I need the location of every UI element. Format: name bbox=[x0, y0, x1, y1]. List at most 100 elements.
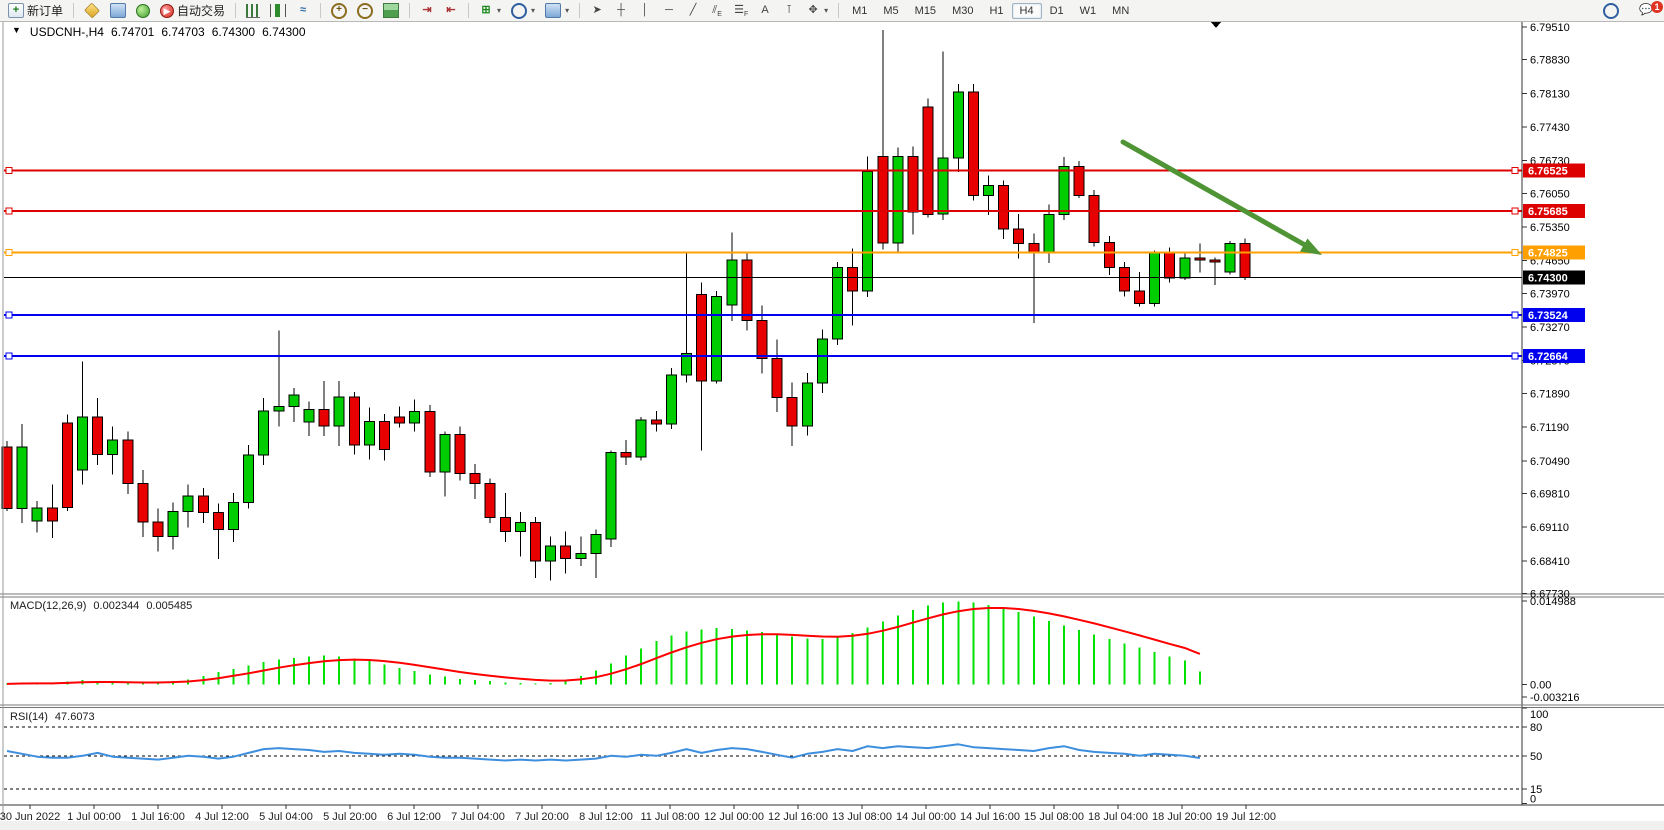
timeframe-M30[interactable]: M30 bbox=[952, 4, 974, 17]
text-button[interactable]: A bbox=[753, 2, 777, 19]
svg-text:6.78830: 6.78830 bbox=[1530, 55, 1570, 67]
timeframe-MN[interactable]: MN bbox=[1112, 4, 1130, 17]
fibonacci-icon: ☰F bbox=[734, 4, 749, 19]
fibonacci-button[interactable]: ☰F bbox=[729, 2, 753, 19]
bar-chart-button[interactable] bbox=[241, 2, 265, 20]
new-order-label: 新订单 bbox=[27, 4, 64, 18]
chart-shift-button[interactable]: ⇤ bbox=[439, 2, 463, 19]
trendline-icon: ╱ bbox=[689, 4, 697, 16]
candle-chart-button[interactable] bbox=[265, 2, 291, 19]
zoom-in-button[interactable]: + bbox=[326, 1, 352, 21]
svg-text:6.74825: 6.74825 bbox=[1528, 247, 1568, 259]
svg-text:6.79510: 6.79510 bbox=[1530, 22, 1570, 34]
svg-text:8 Jul 12:00: 8 Jul 12:00 bbox=[579, 811, 633, 823]
quote-open: 6.74701 bbox=[110, 25, 155, 39]
zoom-out-button[interactable]: − bbox=[352, 1, 378, 21]
toolbar-separator bbox=[320, 3, 322, 18]
vertical-line-icon: │ bbox=[641, 4, 649, 16]
timeframe-W1[interactable]: W1 bbox=[1079, 4, 1097, 17]
quote-low: 6.74300 bbox=[211, 25, 256, 39]
rsi-name: RSI(14) bbox=[10, 711, 48, 723]
search-icon bbox=[1603, 2, 1619, 19]
text-label-button[interactable]: ⊺ bbox=[777, 2, 801, 19]
svg-text:12 Jul 16:00: 12 Jul 16:00 bbox=[768, 811, 828, 823]
svg-text:18 Jul 20:00: 18 Jul 20:00 bbox=[1152, 811, 1212, 823]
auto-scroll-button[interactable]: ⇥ bbox=[415, 2, 439, 19]
svg-text:4 Jul 12:00: 4 Jul 12:00 bbox=[195, 811, 249, 823]
clock-icon bbox=[511, 2, 528, 19]
bar-chart-icon bbox=[246, 3, 261, 18]
svg-text:6.74300: 6.74300 bbox=[1528, 273, 1568, 285]
trendline-button[interactable]: ╱ bbox=[681, 2, 705, 19]
indicators-button[interactable]: ⊞ ▾ bbox=[474, 2, 506, 19]
svg-text:14 Jul 00:00: 14 Jul 00:00 bbox=[896, 811, 956, 823]
timeframe-M1[interactable]: M1 bbox=[852, 4, 868, 17]
templates-button[interactable]: ▾ bbox=[540, 1, 574, 20]
signals-icon bbox=[136, 3, 151, 18]
timeframe-H1[interactable]: H1 bbox=[989, 4, 1004, 17]
dropdown-arrow-icon: ▾ bbox=[531, 6, 536, 15]
new-order-button[interactable]: + 新订单 bbox=[3, 0, 68, 21]
chevron-down-icon: ▼ bbox=[12, 25, 21, 35]
svg-text:6.76525: 6.76525 bbox=[1528, 166, 1568, 178]
svg-text:12 Jul 00:00: 12 Jul 00:00 bbox=[704, 811, 764, 823]
symbol-period-label: USDCNH-,H4 bbox=[29, 25, 104, 39]
new-order-icon: + bbox=[8, 3, 24, 18]
timeframe-D1[interactable]: D1 bbox=[1049, 4, 1064, 17]
svg-text:6.69110: 6.69110 bbox=[1530, 522, 1569, 534]
hline-button[interactable]: ─ bbox=[657, 2, 681, 19]
svg-text:0.00: 0.00 bbox=[1530, 680, 1551, 692]
svg-text:80: 80 bbox=[1530, 722, 1542, 734]
template-icon bbox=[545, 3, 562, 18]
gem-icon bbox=[84, 2, 100, 19]
crosshair-button[interactable]: ┼ bbox=[609, 2, 633, 19]
chart-window-button[interactable] bbox=[105, 1, 131, 20]
zoom-out-icon: − bbox=[357, 2, 374, 19]
toolbar-separator bbox=[235, 3, 237, 18]
svg-text:6.76050: 6.76050 bbox=[1530, 188, 1570, 200]
svg-text:100: 100 bbox=[1530, 709, 1548, 721]
toolbar-separator bbox=[409, 3, 411, 18]
macd-value: 0.002344 bbox=[93, 600, 140, 612]
shapes-button[interactable]: ✥ ▾ bbox=[801, 2, 833, 19]
svg-text:6.73524: 6.73524 bbox=[1528, 310, 1569, 322]
svg-text:6.68410: 6.68410 bbox=[1530, 556, 1570, 568]
channel-button[interactable]: ⫽E bbox=[705, 2, 729, 19]
autotrading-button[interactable]: ▶ 自动交易 bbox=[155, 0, 230, 21]
periods-button[interactable]: ▾ bbox=[506, 1, 540, 21]
quote-high: 6.74703 bbox=[161, 25, 205, 39]
signals-button[interactable] bbox=[131, 2, 155, 20]
window-icon bbox=[110, 3, 127, 18]
svg-text:6 Jul 12:00: 6 Jul 12:00 bbox=[387, 811, 441, 823]
timeframe-M15[interactable]: M15 bbox=[914, 4, 937, 17]
notifications-button[interactable]: 💬 1 bbox=[1634, 1, 1663, 19]
svg-text:15: 15 bbox=[1530, 784, 1542, 796]
svg-text:6.69810: 6.69810 bbox=[1530, 488, 1570, 500]
toolbar-separator bbox=[579, 3, 581, 18]
macd-label: MACD(12,26,9) 0.002344 0.005485 bbox=[10, 600, 192, 612]
timeframe-M5[interactable]: M5 bbox=[883, 4, 899, 17]
autotrading-label: 自动交易 bbox=[177, 4, 226, 18]
macd-name: MACD(12,26,9) bbox=[10, 600, 87, 612]
search-button[interactable] bbox=[1598, 1, 1624, 21]
rsi-value: 47.6073 bbox=[54, 711, 95, 723]
cursor-button[interactable]: ➤ bbox=[585, 2, 609, 19]
timeframe-H4[interactable]: H4 bbox=[1011, 2, 1042, 19]
add-indicator-icon: ⊞ bbox=[481, 4, 491, 16]
line-chart-button[interactable]: ≈ bbox=[291, 2, 315, 19]
svg-text:6.75350: 6.75350 bbox=[1530, 222, 1570, 234]
svg-text:1 Jul 16:00: 1 Jul 16:00 bbox=[131, 811, 185, 823]
toolbar-separator bbox=[73, 3, 75, 18]
svg-text:1 Jul 00:00: 1 Jul 00:00 bbox=[67, 811, 121, 823]
tile-windows-button[interactable] bbox=[378, 1, 404, 20]
market-watch-button[interactable] bbox=[79, 1, 105, 20]
svg-text:6.77430: 6.77430 bbox=[1530, 122, 1570, 134]
dropdown-arrow-icon: ▾ bbox=[565, 6, 570, 15]
vline-button[interactable]: │ bbox=[633, 2, 657, 19]
svg-text:6.71890: 6.71890 bbox=[1530, 388, 1570, 400]
svg-text:7 Jul 04:00: 7 Jul 04:00 bbox=[451, 811, 505, 823]
chat-bubble-icon: 💬 bbox=[1639, 4, 1653, 16]
timeframe-group: M1 M5 M15 M30 H1 H4 D1 W1 MN bbox=[841, 0, 1140, 21]
svg-text:18 Jul 04:00: 18 Jul 04:00 bbox=[1088, 811, 1148, 823]
svg-text:6.75685: 6.75685 bbox=[1528, 206, 1568, 218]
